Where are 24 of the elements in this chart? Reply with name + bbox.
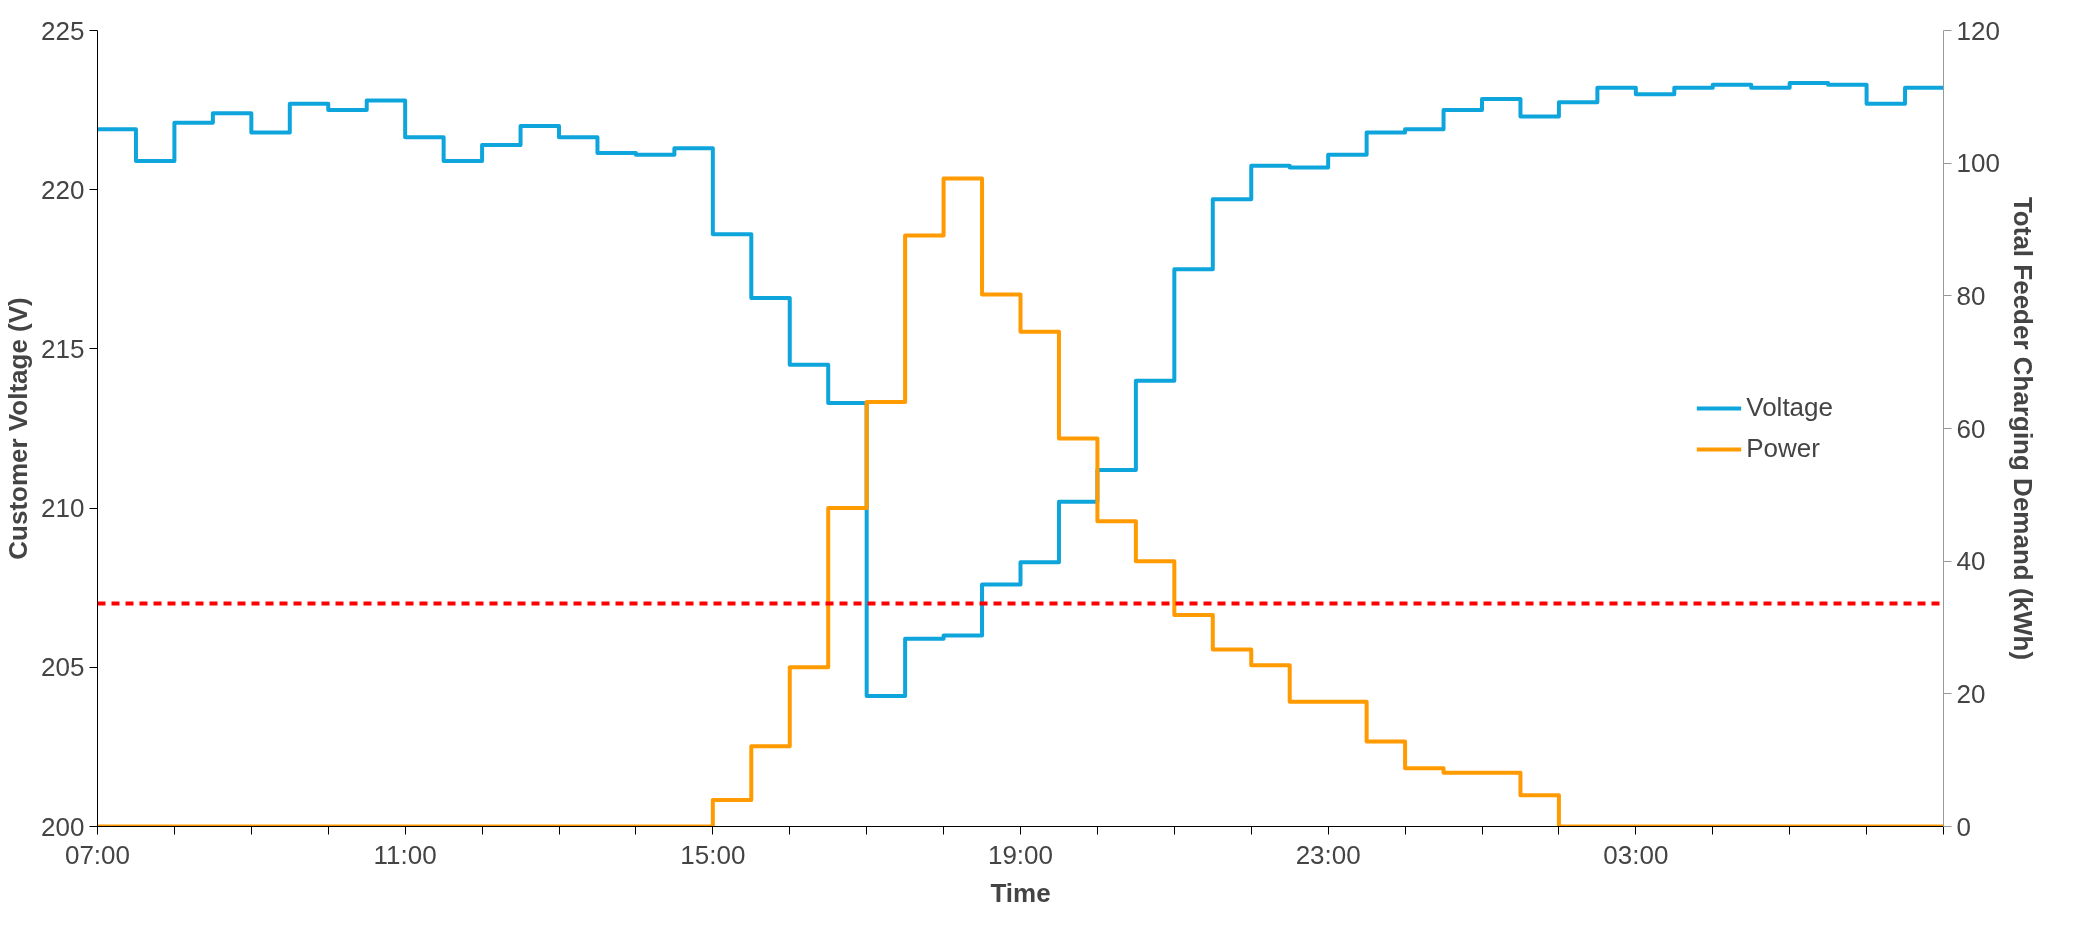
- y2-tick-label: 100: [1956, 148, 2000, 179]
- x-tick-label: 03:00: [1603, 839, 1669, 870]
- y2-tick-label: 0: [1956, 811, 1971, 842]
- y-tick-label: 200: [41, 811, 85, 842]
- y2-tick-label: 20: [1956, 678, 1986, 709]
- y-tick-label: 225: [41, 15, 85, 46]
- y-tick-label: 210: [41, 493, 85, 524]
- y2-tick-label: 120: [1956, 15, 2000, 46]
- x-tick-label: 07:00: [64, 839, 131, 870]
- x-axis-title: Time: [990, 877, 1051, 908]
- y2-axis-title: Total Feeder Charging Demand (kWh): [2007, 196, 2038, 661]
- legend-label: Voltage: [1746, 392, 1833, 423]
- y2-tick-label: 80: [1956, 280, 1986, 311]
- y-axis-title: Customer Voltage (V): [3, 297, 34, 560]
- y-tick-label: 220: [41, 174, 85, 205]
- y-tick-label: 215: [41, 333, 85, 364]
- y2-tick-label: 60: [1956, 413, 1986, 444]
- y-tick-label: 205: [41, 652, 85, 683]
- x-tick-label: 23:00: [1295, 839, 1361, 870]
- legend-label: Power: [1746, 433, 1820, 464]
- y2-tick-label: 40: [1956, 546, 1986, 577]
- x-tick-label: 11:00: [373, 839, 437, 870]
- x-tick-label: 19:00: [987, 839, 1054, 870]
- x-tick-label: 15:00: [680, 839, 746, 870]
